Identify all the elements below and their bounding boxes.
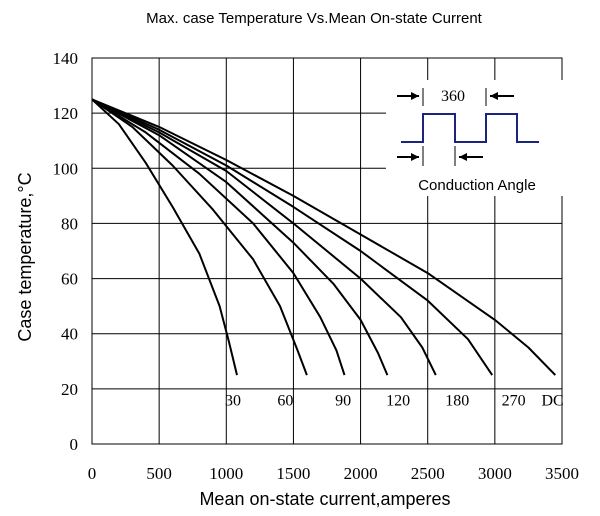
- y-axis-label: Case temperature,°C: [15, 172, 35, 341]
- top-left-arrowhead: [411, 92, 419, 100]
- x-tick-label: 500: [146, 464, 172, 483]
- series-label: DC: [541, 392, 563, 409]
- bottom-right-arrowhead: [459, 153, 467, 161]
- series-line-180: [91, 98, 437, 376]
- y-tick-label: 140: [53, 49, 79, 68]
- conduction-waveform: [401, 113, 539, 143]
- series-label: 90: [335, 392, 351, 409]
- y-axis-ticks: 0 20 40 60 80 100 120 140: [53, 49, 79, 454]
- x-tick-label: 2500: [411, 464, 445, 483]
- series-label: 180: [445, 392, 469, 409]
- series-label: 120: [386, 392, 410, 409]
- series-line-90: [91, 98, 346, 376]
- y-tick-label: 20: [61, 380, 78, 399]
- x-axis-ticks: 0 500 1000 1500 2000 2500 3000 3500: [88, 464, 579, 483]
- x-tick-label: 1000: [209, 464, 243, 483]
- x-axis-label: Mean on-state current,amperes: [199, 489, 450, 509]
- series-label: 30: [225, 392, 241, 409]
- chart-title: Max. case Temperature Vs.Mean On-state C…: [146, 10, 483, 27]
- conduction-angle-caption: Conduction Angle: [418, 177, 536, 194]
- y-tick-label: 80: [61, 214, 78, 233]
- conduction-angle-inset: 360 Conduction Angle: [386, 80, 566, 196]
- x-tick-label: 0: [88, 464, 97, 483]
- series-line-dc: [91, 98, 557, 376]
- series-label: 60: [277, 392, 293, 409]
- series-line-60: [91, 98, 308, 376]
- y-tick-label: 100: [53, 159, 79, 178]
- series-line-30: [91, 98, 238, 376]
- series-group: [91, 98, 557, 376]
- series-label: 270: [502, 392, 526, 409]
- series-label-group: 30 60 90 120 180 270 DC: [225, 392, 564, 409]
- series-line-270: [91, 98, 494, 376]
- y-tick-label: 0: [70, 435, 79, 454]
- plot-frame: [91, 57, 563, 445]
- inset-background: [386, 80, 566, 196]
- top-right-arrowhead: [490, 92, 498, 100]
- x-tick-label: 3000: [478, 464, 512, 483]
- bottom-left-arrowhead: [411, 153, 419, 161]
- x-tick-label: 3500: [545, 464, 579, 483]
- angle-360-label: 360: [441, 88, 465, 105]
- x-tick-label: 2000: [344, 464, 378, 483]
- y-tick-label: 40: [61, 325, 78, 344]
- y-tick-label: 60: [61, 270, 78, 289]
- series-line-120: [91, 98, 389, 376]
- y-tick-label: 120: [53, 104, 79, 123]
- x-tick-label: 1500: [276, 464, 310, 483]
